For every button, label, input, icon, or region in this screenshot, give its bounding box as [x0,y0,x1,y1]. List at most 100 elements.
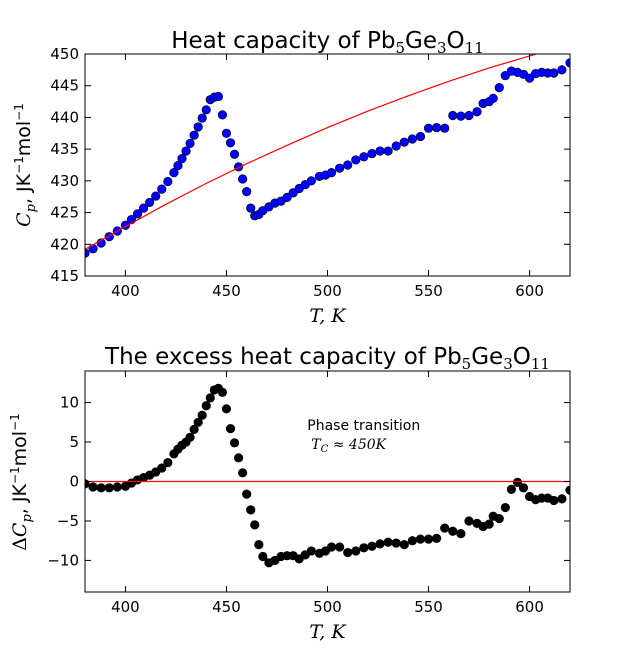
data-point [351,155,361,165]
data-point [423,534,434,544]
series-measured [85,58,570,258]
data-point [335,163,345,173]
data-point [145,197,155,208]
data-point [217,387,228,397]
data-point [185,432,195,442]
data-point [335,542,345,552]
data-point [506,484,517,494]
y-tick-label: 440 [50,108,79,126]
data-point [383,146,393,156]
data-point [177,154,187,164]
fit-line [85,54,539,250]
y-tick-label: −10 [47,551,79,569]
series-fit [85,54,539,250]
data-point [85,248,90,258]
data-point [391,538,401,548]
data-point [163,176,173,187]
y-tick-label: 435 [50,140,79,158]
data-point [151,191,161,201]
chart-title: The excess heat capacity of Pb5Ge3O11 [104,344,550,373]
data-point [229,149,240,159]
x-tick-label: 500 [313,282,342,300]
data-point [242,187,252,197]
data-point [246,203,256,213]
data-point [407,536,417,546]
data-point [181,146,191,156]
data-point [258,551,268,562]
data-point [254,540,264,550]
data-point [193,122,203,132]
y-tick-label: 0 [69,473,79,491]
data-point [456,528,466,539]
data-point [205,393,215,403]
x-tick-label: 600 [515,282,544,300]
data-point [185,138,195,149]
x-tick-label: 450 [212,598,241,616]
x-axis-label: T, K [309,305,347,327]
data-point [375,539,385,549]
data-point [169,168,179,178]
data-point [494,83,504,93]
data-point [343,547,353,558]
data-point [306,176,316,186]
data-point [221,404,232,414]
data-point [173,161,183,171]
data-point [104,483,114,493]
data-point [383,537,393,547]
y-tick-label: −5 [57,512,79,530]
data-point [225,424,236,434]
y-axis-label: Cp, JK−1mol−1 [12,103,39,227]
data-point [565,58,570,68]
data-point [132,209,143,219]
data-point [201,401,211,411]
data-point [189,130,199,140]
data-point [456,111,466,121]
data-point [343,160,353,170]
x-tick-label: 400 [111,598,140,616]
data-point [193,417,203,427]
data-point [399,540,409,550]
y-axis-label: ΔCp, JK−1mol−1 [8,413,35,551]
x-tick-label: 450 [212,282,241,300]
data-point [488,93,498,103]
chart-panel-2: The excess heat capacity of Pb5Ge3O11 400… [8,344,571,643]
data-point [432,533,442,543]
data-point [351,546,361,556]
data-point [423,123,434,133]
data-point [157,184,167,194]
data-point [549,495,559,506]
data-point [472,107,482,117]
data-point [484,519,494,529]
data-point [518,483,529,493]
series-excess [85,383,570,568]
y-tick-label: 430 [50,172,79,190]
data-point [217,110,228,120]
data-point [238,174,248,184]
data-point [500,502,510,513]
data-point [464,110,474,121]
data-point [549,68,559,78]
data-point [565,485,570,495]
data-point [557,494,567,504]
data-point [464,516,474,526]
data-point [367,541,377,551]
data-point [367,148,377,159]
data-point [359,152,369,162]
data-point [399,137,409,147]
data-point [448,526,458,536]
data-point [375,146,385,156]
y-tick-label: 10 [60,394,79,412]
data-point [246,505,256,515]
data-point [225,138,236,148]
data-point [229,438,240,448]
data-point [512,477,523,487]
data-point [238,468,248,478]
data-point [415,534,426,544]
x-tick-label: 500 [313,598,342,616]
x-axis-label: T, K [309,621,347,643]
data-point [250,520,260,530]
data-point [242,489,252,499]
data-point [557,65,567,75]
data-point [233,162,244,172]
